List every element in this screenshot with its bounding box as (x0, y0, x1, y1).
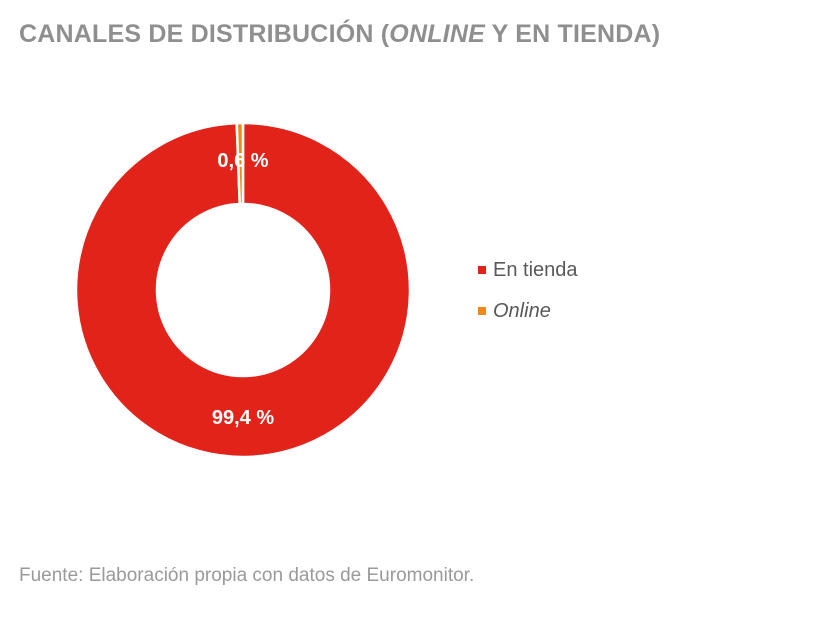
source-note: Fuente: Elaboración propia con datos de … (19, 565, 475, 586)
chart-title-italic: ONLINE (389, 20, 485, 48)
legend-item-en-tienda: En tienda (478, 256, 578, 284)
donut-data-labels: 99,4 % 0,6 % (212, 150, 274, 429)
data-label-en-tienda: 99,4 % (212, 407, 274, 429)
donut-slice-en-tienda (74, 121, 412, 459)
donut-slice-online (235, 121, 245, 206)
chart-title-part1: CANALES DE DISTRIBUCIÓN ( (19, 20, 390, 48)
legend-label-online: Online (493, 299, 551, 322)
chart-title-part2: Y EN TIENDA) (484, 20, 661, 48)
legend-swatch-online (478, 307, 486, 315)
chart-title: CANALES DE DISTRIBUCIÓN (ONLINE Y EN TIE… (19, 20, 660, 49)
donut-slices (74, 121, 412, 459)
legend-label-en-tienda: En tienda (493, 258, 578, 281)
data-label-online: 0,6 % (217, 150, 268, 172)
legend-item-online: Online (478, 297, 578, 325)
legend-swatch-en-tienda (478, 266, 486, 274)
chart-legend: En tienda Online (478, 256, 578, 338)
